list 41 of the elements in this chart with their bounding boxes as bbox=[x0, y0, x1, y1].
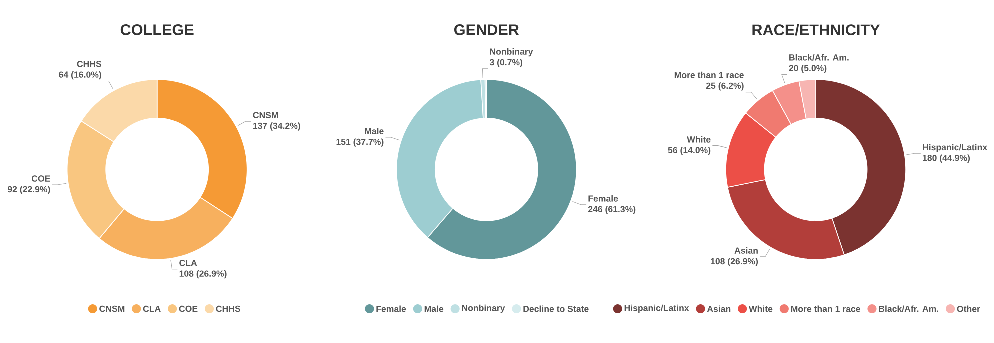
slice-label: Female bbox=[588, 195, 618, 202]
chart-title: COLLEGE bbox=[120, 24, 194, 36]
data-label: 151 (37.7%) bbox=[336, 138, 384, 147]
legend-label: More than 1 race bbox=[791, 306, 860, 312]
legend-label: Female bbox=[376, 306, 406, 312]
slice-label: CHHS bbox=[77, 61, 102, 68]
slice-label: White bbox=[687, 136, 711, 143]
legend-label: Nonbinary bbox=[462, 304, 506, 314]
data-label: 180 (44.9%) bbox=[923, 154, 970, 163]
slice-label: Male bbox=[365, 128, 384, 134]
data-label: 3 (0.7%) bbox=[490, 59, 523, 68]
legend-label: Decline to State bbox=[524, 306, 589, 312]
slice-label: CLA bbox=[180, 260, 198, 266]
data-label: 20 (5.0%) bbox=[789, 64, 827, 74]
data-label: 92 (22.9%) bbox=[8, 186, 50, 194]
legend-label: CLA bbox=[143, 306, 161, 312]
data-label: 64 (16.0%) bbox=[59, 71, 102, 80]
legend-label: Hispanic/Latinx bbox=[624, 304, 690, 314]
legend-label: CNSM bbox=[100, 306, 125, 312]
chart-title: RACE/ETHNICITY bbox=[752, 24, 880, 36]
slice-label: More than 1 race bbox=[674, 72, 744, 78]
legend-label: Male bbox=[424, 306, 444, 312]
legend-label: Asian bbox=[707, 306, 731, 312]
slice-label: COE bbox=[32, 176, 50, 182]
slice-label: Nonbinary bbox=[490, 48, 534, 57]
data-label: 25 (6.2%) bbox=[706, 82, 744, 91]
legend-label: Black/Afr. Am. bbox=[879, 306, 938, 312]
slice-label: Hispanic/Latinx bbox=[923, 144, 988, 152]
data-label: 137 (34.2%) bbox=[253, 122, 300, 131]
legend-label: Other bbox=[957, 306, 980, 312]
legend-label: CHHS bbox=[216, 306, 241, 312]
data-label: 56 (14.0%) bbox=[668, 147, 711, 156]
slice-label: Asian bbox=[734, 247, 758, 254]
data-label: 108 (26.9%) bbox=[711, 258, 758, 266]
data-label: 108 (26.9%) bbox=[180, 270, 227, 279]
legend-label: COE bbox=[179, 306, 198, 312]
data-label: 246 (61.3%) bbox=[588, 206, 636, 214]
chart-title: GENDER bbox=[454, 24, 520, 36]
slice-label: Black/Afr. Am. bbox=[790, 54, 849, 61]
slice-label: CNSM bbox=[253, 112, 278, 118]
legend-label: White bbox=[749, 306, 773, 312]
